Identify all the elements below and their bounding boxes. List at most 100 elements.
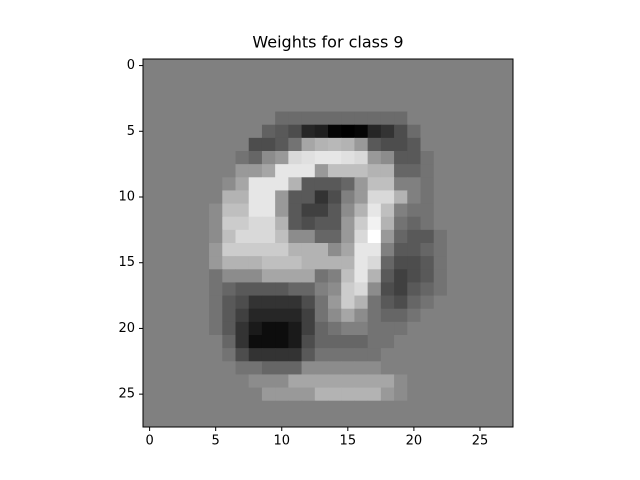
- y-tick-label: 10: [118, 190, 135, 205]
- cell: [354, 295, 369, 310]
- cell: [301, 335, 316, 349]
- cell: [394, 400, 408, 415]
- cell: [367, 348, 382, 362]
- cell: [222, 229, 236, 244]
- cell: [407, 243, 421, 257]
- cell: [420, 164, 435, 178]
- cell: [420, 124, 435, 139]
- cell: [499, 216, 514, 231]
- cell: [182, 164, 197, 178]
- cell: [446, 98, 461, 113]
- cell: [248, 413, 263, 428]
- cell: [143, 124, 157, 139]
- cell: [314, 308, 329, 323]
- cell: [420, 151, 435, 165]
- cell: [394, 137, 408, 152]
- cell: [209, 72, 223, 86]
- cell: [261, 348, 276, 362]
- cell: [367, 151, 382, 165]
- cell: [222, 190, 236, 205]
- cell: [473, 151, 488, 165]
- cell: [446, 295, 461, 310]
- cell: [499, 243, 514, 257]
- cell: [275, 361, 289, 375]
- cell: [182, 374, 197, 389]
- cell: [235, 190, 250, 205]
- x-tick-label: 5: [212, 434, 220, 449]
- cell: [143, 85, 157, 99]
- cell: [288, 164, 303, 178]
- cell: [446, 256, 461, 270]
- cell: [248, 282, 263, 297]
- cell: [407, 321, 421, 336]
- cell: [499, 164, 514, 178]
- cell: [248, 177, 263, 191]
- cell: [328, 177, 342, 191]
- cell: [261, 164, 276, 178]
- cell: [407, 124, 421, 139]
- cell: [143, 269, 157, 283]
- cell: [275, 413, 289, 428]
- cell: [341, 164, 355, 178]
- cell: [341, 203, 355, 218]
- cell: [314, 335, 329, 349]
- cell: [156, 374, 170, 389]
- cell: [460, 137, 474, 152]
- cell: [222, 216, 236, 231]
- y-tick-label: 15: [118, 255, 135, 270]
- cell: [261, 361, 276, 375]
- cell: [499, 177, 514, 191]
- cell: [394, 256, 408, 270]
- cell: [222, 177, 236, 191]
- cell: [499, 321, 514, 336]
- cell: [314, 295, 329, 310]
- cell: [460, 308, 474, 323]
- cell: [143, 374, 157, 389]
- cell: [143, 256, 157, 270]
- cell: [341, 190, 355, 205]
- cell: [143, 335, 157, 349]
- cell: [209, 308, 223, 323]
- cell: [169, 111, 184, 126]
- cell: [288, 243, 303, 257]
- cell: [156, 111, 170, 126]
- cell: [248, 308, 263, 323]
- cell: [341, 321, 355, 336]
- cell: [301, 98, 316, 113]
- cell: [314, 374, 329, 389]
- cell: [407, 137, 421, 152]
- cell: [169, 321, 184, 336]
- x-tick-label: 10: [273, 434, 290, 449]
- cell: [354, 413, 369, 428]
- cell: [209, 59, 223, 73]
- cell: [235, 203, 250, 218]
- cell: [460, 400, 474, 415]
- cell: [486, 59, 501, 73]
- cell: [143, 190, 157, 205]
- cell: [367, 413, 382, 428]
- cell: [275, 124, 289, 139]
- cell: [248, 400, 263, 415]
- cell: [156, 229, 170, 244]
- cell: [195, 308, 210, 323]
- cell: [486, 413, 501, 428]
- cell: [314, 151, 329, 165]
- cell: [433, 124, 448, 139]
- cell: [380, 413, 395, 428]
- cell: [261, 413, 276, 428]
- cell: [288, 321, 303, 336]
- cell: [182, 348, 197, 362]
- cell: [499, 85, 514, 99]
- cell: [367, 216, 382, 231]
- cell: [446, 151, 461, 165]
- cell: [248, 335, 263, 349]
- cell: [486, 98, 501, 113]
- cell: [275, 335, 289, 349]
- cell: [301, 111, 316, 126]
- cell: [473, 229, 488, 244]
- cell: [275, 374, 289, 389]
- cell: [261, 282, 276, 297]
- cell: [156, 164, 170, 178]
- cell: [182, 282, 197, 297]
- cell: [394, 348, 408, 362]
